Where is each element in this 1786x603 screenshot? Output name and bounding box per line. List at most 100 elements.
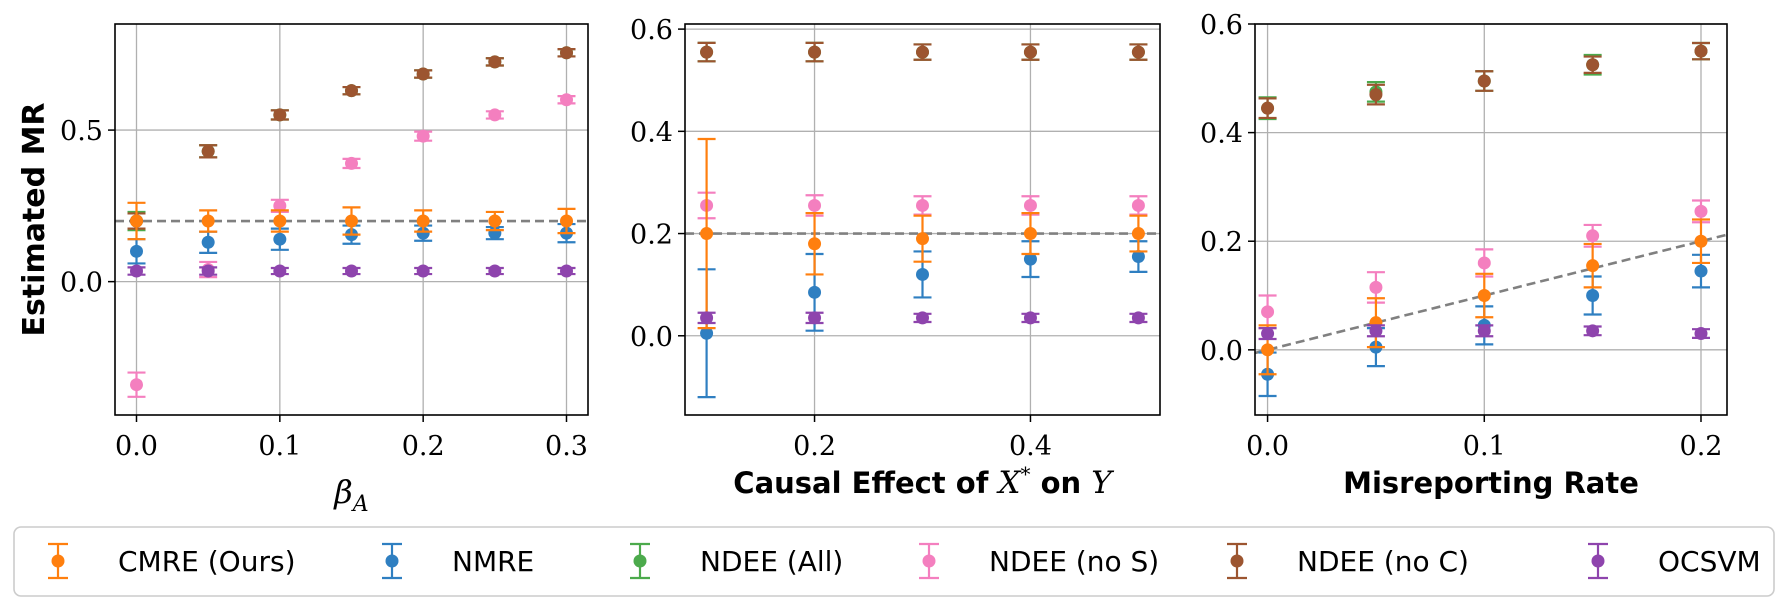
series-ndee-no-c: [1258, 41, 1710, 120]
y-tick-label: 0.2: [630, 220, 673, 251]
data-point: [1694, 204, 1708, 218]
data-point: [1131, 311, 1145, 325]
data-point: [201, 235, 215, 249]
data-point: [700, 311, 714, 325]
x-tick-label: 0.2: [1680, 431, 1723, 462]
legend-label: NDEE (All): [700, 545, 843, 578]
data-point: [1694, 327, 1708, 341]
data-point: [345, 156, 358, 170]
series-ndee-all: [127, 46, 576, 232]
legend-entry: NMRE: [382, 542, 534, 580]
axes-frame: [114, 23, 589, 416]
data-point: [416, 226, 430, 240]
data-point: [808, 311, 822, 325]
y-tick-label: 0.4: [1200, 119, 1243, 150]
y-tick-label: 0.4: [630, 117, 673, 148]
y-tick-label: 0.6: [630, 15, 673, 46]
legend-label: NDEE (no S): [989, 545, 1159, 578]
legend-marker: [385, 554, 399, 568]
data-point: [273, 108, 287, 122]
data-point: [1586, 259, 1600, 273]
axes-frame: [1254, 23, 1728, 416]
data-point: [916, 198, 929, 212]
x-tick-label: 0.0: [1246, 431, 1289, 462]
data-point: [1586, 324, 1600, 338]
data-point: [201, 214, 215, 228]
data-point: [201, 264, 215, 278]
y-tick-label: 0.2: [1200, 227, 1243, 258]
data-point: [488, 108, 502, 122]
data-point: [130, 264, 143, 278]
data-point: [488, 214, 502, 228]
data-point: [808, 237, 822, 251]
data-point: [1586, 58, 1600, 72]
data-point: [1023, 198, 1037, 212]
data-point: [416, 264, 430, 278]
data-point: [345, 264, 358, 278]
x-axis-label: Misreporting Rate: [1343, 466, 1639, 500]
legend-marker: [633, 554, 647, 568]
legend-marker: [1591, 554, 1605, 568]
x-tick-label: 0.4: [1009, 431, 1052, 462]
data-point: [1023, 45, 1037, 59]
data-point: [1694, 264, 1708, 278]
x-tick-label: 0.1: [1463, 431, 1506, 462]
data-point: [1023, 227, 1037, 241]
y-tick-label: 0.5: [60, 116, 103, 147]
series-ocsvm: [1258, 324, 1710, 341]
data-point: [345, 214, 358, 228]
legend-marker: [922, 554, 936, 568]
data-point: [1477, 74, 1491, 88]
data-point: [560, 93, 573, 107]
data-point: [1477, 289, 1491, 303]
data-point: [1261, 343, 1275, 357]
data-point: [560, 264, 573, 278]
x-axis-label: Causal Effect of X* on Y: [733, 462, 1114, 501]
legend-entry: NDEE (no S): [919, 542, 1159, 580]
y-tick-label: 0.0: [630, 322, 673, 353]
data-point: [345, 84, 358, 98]
legend-entry: NDEE (All): [630, 542, 843, 580]
data-point: [416, 214, 430, 228]
series-ocsvm: [127, 264, 576, 278]
series-ndee-no-s: [127, 93, 576, 398]
legend-label: OCSVM: [1658, 545, 1761, 578]
data-point: [916, 45, 929, 59]
chart-panel-3: 0.0 0.1 0.2 0.0 0.2 0.4 0.6 Misreporting Rate: [1200, 10, 1728, 500]
legend-marker: [51, 554, 65, 568]
data-point: [273, 214, 287, 228]
reference-line: [1255, 233, 1727, 355]
axes-frame: [684, 23, 1161, 416]
panels: 0.0 0.1 0.2 0.3 0.0 0.5 βA Estimated MR 0.2 0.4 0.…: [17, 10, 1728, 517]
legend-entry: CMRE (Ours): [48, 542, 296, 580]
data-point: [1261, 101, 1275, 115]
data-point: [916, 311, 929, 325]
data-point: [1131, 198, 1145, 212]
data-point: [808, 285, 822, 299]
data-point: [1261, 327, 1275, 341]
data-point: [700, 45, 714, 59]
y-axis-label: Estimated MR: [17, 102, 52, 336]
data-point: [488, 55, 502, 69]
data-point: [808, 198, 822, 212]
chart-panel-2: 0.2 0.4 0.0 0.2 0.4 0.6 Causal Effect of X* on…: [630, 15, 1161, 501]
data-point: [1369, 88, 1383, 102]
legend-label: NMRE: [452, 545, 534, 578]
data-point: [560, 46, 573, 60]
data-point: [1477, 256, 1491, 270]
legend: CMRE (Ours) NMRE NDEE (All) NDEE (no S) NDEE…: [13, 526, 1775, 597]
data-point: [1131, 250, 1145, 264]
y-tick-label: 0.0: [60, 268, 103, 299]
data-point: [273, 232, 287, 246]
data-point: [700, 227, 714, 241]
legend-marker: [1230, 554, 1244, 568]
series-cmre-ours: [1258, 218, 1710, 376]
x-tick-label: 0.3: [545, 431, 588, 462]
series-cmre-ours: [697, 137, 1148, 330]
y-tick-label: 0.0: [1200, 336, 1243, 367]
x-axis-label: βA: [333, 473, 368, 517]
data-point: [1131, 45, 1145, 59]
data-point: [700, 326, 714, 340]
data-point: [130, 244, 143, 258]
